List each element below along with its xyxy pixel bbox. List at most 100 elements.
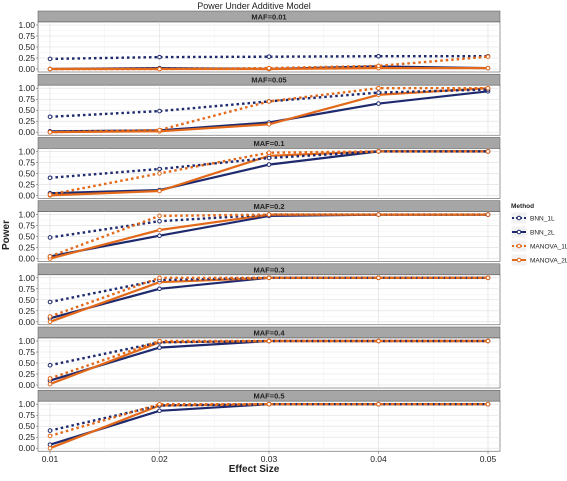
- data-point-manova-1l: [47, 433, 53, 439]
- x-tick-label: 0.01: [42, 454, 59, 464]
- x-tick-label: 0.05: [480, 454, 497, 464]
- y-tick-label: 0.25: [18, 432, 35, 442]
- data-point-bnn-2l: [157, 233, 162, 239]
- x-axis: 0.01 0.02 0.03 0.04 0.05: [42, 451, 497, 464]
- data-point-bnn-1l: [47, 299, 53, 305]
- y-tick-label: 0.00: [18, 64, 35, 74]
- y-tick-label: 1.00: [18, 273, 35, 283]
- y-tick-label: 0.75: [18, 221, 35, 231]
- y-tick-label: 0.00: [18, 443, 35, 453]
- facet-panel: MAF=0.2 0.000.250.500.751.00: [18, 200, 501, 264]
- data-point-bnn-2l: [157, 345, 162, 350]
- data-point-manova-1l: [47, 129, 53, 135]
- y-tick-label: 0.75: [18, 31, 35, 41]
- data-point-bnn-2l: [376, 101, 381, 106]
- series-line-manova-1l: [49, 150, 488, 196]
- legend-key-point: [516, 257, 522, 263]
- series-line-bnn-1l: [49, 88, 489, 118]
- legend-key-point: [516, 243, 522, 249]
- data-point-manova-1l: [266, 99, 272, 104]
- data-point-manova-1l: [47, 314, 53, 319]
- y-tick-label: 0.00: [18, 127, 35, 137]
- data-point-manova-2l: [157, 227, 162, 233]
- y-tick-label: 0.00: [18, 380, 35, 390]
- y-tick-label: 1.00: [18, 399, 35, 409]
- facet-panel: MAF=0.1 0.000.250.500.751.00: [18, 137, 501, 200]
- data-point-manova-2l: [47, 445, 53, 451]
- data-point-bnn-1l: [157, 166, 162, 172]
- facet-strip-label: MAF=0.3: [253, 265, 284, 274]
- data-point-manova-1l: [157, 338, 162, 344]
- data-point-bnn-1l: [376, 53, 381, 59]
- y-tick-label: 0.25: [18, 369, 35, 379]
- data-point-manova-1l: [157, 213, 162, 219]
- data-point-manova-1l: [485, 54, 491, 59]
- y-tick-label: 0.25: [18, 179, 35, 189]
- facet-strip-label: MAF=0.1: [253, 139, 284, 148]
- data-point-manova-1l: [376, 149, 381, 154]
- y-tick-label: 0.25: [18, 243, 35, 253]
- series-line-bnn-1l: [49, 55, 488, 61]
- y-tick-label: 0.75: [18, 94, 35, 104]
- y-tick-label: 0.75: [18, 410, 35, 420]
- x-axis-label: Effect Size: [229, 464, 280, 475]
- legend-label: MANOVA_1L: [530, 244, 567, 251]
- data-point-manova-2l: [266, 121, 272, 127]
- data-point-bnn-1l: [47, 175, 53, 181]
- series-line-manova-1l: [50, 55, 489, 71]
- y-tick-label: 1.00: [18, 336, 35, 346]
- y-tick-label: 0.50: [18, 42, 35, 52]
- data-point-manova-1l: [376, 275, 381, 281]
- data-point-manova-1l: [485, 149, 491, 154]
- y-axis-label: Power: [1, 220, 12, 250]
- legend-title: Method: [511, 203, 534, 210]
- data-point-manova-1l: [376, 338, 381, 344]
- data-point-bnn-1l: [47, 114, 53, 120]
- facet-panel: MAF=0.05 0.000.250.500.751.00: [18, 73, 501, 137]
- data-point-manova-1l: [266, 150, 272, 156]
- data-point-bnn-1l: [266, 54, 272, 59]
- data-point-manova-1l: [157, 401, 162, 407]
- y-tick-label: 0.25: [18, 116, 35, 126]
- data-point-manova-1l: [485, 338, 491, 344]
- data-point-manova-1l: [47, 66, 53, 72]
- legend: Method BNN_1L BNN_2L MANOVA_1L MANOVA_2L: [510, 203, 567, 267]
- data-point-bnn-1l: [157, 54, 162, 60]
- series-line-manova-1l: [49, 86, 488, 134]
- data-point-manova-2l: [47, 381, 53, 387]
- data-point-bnn-2l: [157, 408, 162, 414]
- y-tick-label: 0.00: [18, 254, 35, 264]
- y-tick-label: 0.50: [18, 232, 35, 242]
- y-tick-label: 0.25: [18, 53, 35, 63]
- facet-panel: MAF=0.4 0.000.250.500.751.00: [18, 326, 501, 390]
- facet-strip-label: MAF=0.4: [253, 329, 285, 338]
- data-point-manova-1l: [266, 401, 272, 407]
- facet-strip-label: MAF=0.01: [251, 13, 286, 22]
- data-point-bnn-1l: [47, 362, 53, 368]
- data-point-manova-1l: [266, 212, 272, 217]
- facet-panel: MAF=0.5 0.000.250.500.751.00: [18, 389, 501, 453]
- data-point-manova-1l: [376, 401, 381, 407]
- data-point-manova-1l: [47, 254, 53, 259]
- y-tick-label: 1.00: [18, 210, 35, 220]
- data-point-bnn-2l: [266, 162, 272, 167]
- y-tick-label: 0.75: [18, 157, 35, 167]
- data-point-manova-2l: [47, 319, 53, 325]
- y-tick-label: 0.50: [18, 421, 35, 431]
- legend-label: BNN_2L: [530, 230, 555, 237]
- y-tick-label: 0.00: [18, 317, 35, 327]
- data-point-manova-1l: [266, 65, 272, 71]
- facet-panel: MAF=0.01 0.000.250.500.751.00: [18, 10, 501, 74]
- facet-panels: MAF=0.010.000.250.500.751.00MAF=0.050.00…: [18, 10, 501, 453]
- y-tick-label: 0.50: [18, 358, 35, 368]
- y-tick-label: 1.00: [18, 146, 35, 156]
- data-point-manova-1l: [485, 212, 491, 217]
- data-point-manova-1l: [266, 275, 272, 281]
- y-tick-label: 0.50: [18, 168, 35, 178]
- data-point-manova-1l: [266, 338, 272, 344]
- data-point-manova-1l: [485, 85, 491, 91]
- data-point-manova-1l: [47, 192, 53, 197]
- y-tick-label: 0.00: [18, 190, 35, 200]
